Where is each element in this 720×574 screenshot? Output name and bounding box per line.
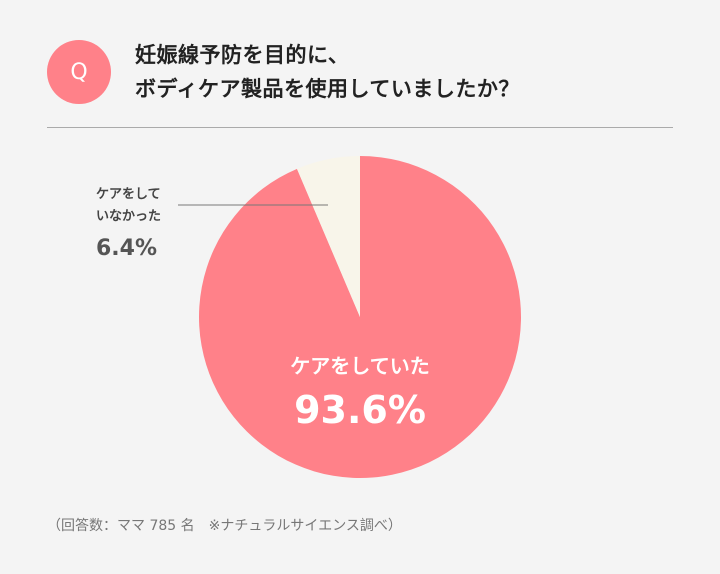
data-label-not-care: 6.4% (96, 236, 158, 261)
slice-label-care: ケアをしていた (290, 354, 430, 378)
data-label-care: 93.6% (294, 388, 426, 432)
slice-label-not-care: ケアをして いなかった (96, 184, 161, 228)
label-line-2: いなかった (96, 209, 162, 224)
q-badge: Q (47, 40, 111, 104)
footnote: （回答数：ママ 785 名 ※ナチュラルサイエンス調べ） (47, 518, 402, 534)
title-line-2: ボディケア製品を使用していましたか？ (135, 77, 520, 101)
pie-slice-1 (296, 156, 360, 317)
title-line-1: 妊娠線予防を目的に、 (135, 43, 350, 67)
divider (47, 127, 673, 128)
question-title: 妊娠線予防を目的に、 ボディケア製品を使用していましたか？ (135, 38, 520, 106)
label-line-1: ケアをして (96, 187, 161, 202)
